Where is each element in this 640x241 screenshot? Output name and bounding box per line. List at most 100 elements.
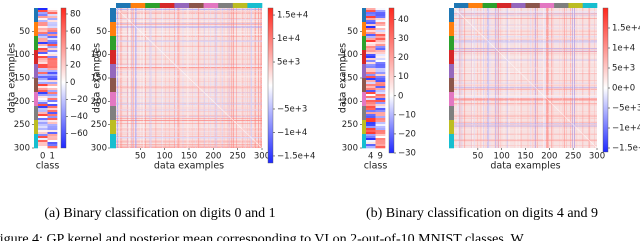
heatmap-cell (38, 40, 48, 43)
heatmap-row (116, 98, 262, 100)
heatmap-cell (375, 56, 386, 59)
heatmap-cell (366, 92, 376, 95)
y-tick-label: 100 (14, 50, 30, 60)
heatmap-cell (38, 52, 48, 55)
heatmap-cell (47, 90, 58, 93)
heatmap-row (454, 24, 597, 26)
heatmap-row (116, 11, 262, 12)
x-tick-label: 100 (157, 152, 173, 162)
heatmap-cell (38, 82, 48, 85)
heatmap-cell (375, 146, 386, 149)
heatmap-row (454, 68, 597, 70)
heatmap-row (454, 121, 597, 123)
class-strip (34, 106, 38, 121)
heatmap-col (520, 8, 522, 148)
x-tick-label: 4 (368, 152, 373, 162)
heatmap-col (546, 8, 547, 148)
heatmap-cell (47, 106, 58, 109)
heatmap-cell (375, 26, 386, 29)
class-strip (34, 134, 38, 149)
heatmap-col (236, 8, 237, 148)
class-strip (449, 64, 454, 79)
heatmap-col (132, 8, 134, 148)
heatmap-row (116, 140, 262, 142)
heatmap-cell (47, 98, 58, 101)
heatmap-row (116, 35, 262, 37)
heatmap-cell (366, 58, 376, 61)
heatmap-cell (47, 114, 58, 117)
heatmap-row (116, 76, 262, 77)
heatmap-col (179, 8, 181, 148)
heatmap-cell (38, 114, 48, 117)
heatmap-cell (38, 104, 48, 107)
class-strip (454, 3, 469, 8)
heatmap-cell (47, 126, 58, 129)
heatmap-row (454, 80, 597, 81)
heatmap-cell (375, 94, 386, 97)
heatmap-cell (47, 128, 58, 131)
heatmap-cell (375, 124, 386, 127)
heatmap-col (261, 8, 262, 148)
heatmap-row (454, 56, 597, 58)
y-tick-label: 300 (14, 144, 30, 154)
heatmap-cell (38, 122, 48, 125)
heatmap-cell (366, 18, 376, 21)
heatmap-col (208, 8, 210, 148)
y-tick-label: 50 (347, 27, 358, 37)
class-strip (468, 3, 483, 8)
heatmap-col (131, 8, 132, 148)
class-strip (218, 3, 234, 8)
heatmap-cell (366, 48, 376, 51)
heatmap-cell (366, 32, 376, 35)
heatmap-cell (47, 78, 58, 81)
heatmap-cell (375, 68, 386, 71)
class-strip (449, 50, 454, 65)
heatmap-row (454, 117, 597, 119)
heatmap-cell (375, 36, 386, 39)
heatmap-cell (47, 40, 58, 43)
heatmap-cell (366, 122, 376, 125)
heatmap-cell (375, 12, 386, 15)
heatmap-cell (366, 124, 376, 127)
heatmap-cell (366, 108, 376, 111)
heatmap-cell (38, 16, 48, 19)
heatmap-cell (366, 102, 376, 105)
heatmap-col (485, 8, 487, 148)
class-strip (362, 64, 366, 79)
heatmap-cell (375, 86, 386, 89)
heatmap-cell (47, 88, 58, 91)
heatmap-row (454, 85, 597, 86)
heatmap-row (116, 88, 262, 89)
heatmap-col (230, 8, 232, 148)
heatmap-cell (38, 76, 48, 79)
heatmap-row (116, 66, 262, 68)
heatmap-row (454, 125, 597, 127)
figure-caption: Figure 4: GP kernel and posterior mean c… (0, 232, 525, 241)
class-strip (34, 120, 38, 135)
colorbar-tick-label: 40 (70, 44, 81, 54)
heatmap-cell (38, 70, 48, 73)
colorbar-tick-label: 60 (70, 27, 81, 37)
heatmap-row (454, 72, 597, 73)
heatmap-cell (38, 30, 48, 33)
heatmap-col (116, 8, 118, 148)
heatmap-col (527, 8, 529, 148)
heatmap-cell (366, 10, 376, 13)
heatmap-row (454, 104, 597, 106)
class-strip (34, 36, 38, 51)
heatmap-col (145, 8, 146, 148)
heatmap-row (116, 67, 262, 68)
colorbar-tick-label: −1e+4 (277, 128, 307, 138)
heatmap-cell (375, 136, 386, 139)
heatmap-cell (47, 94, 58, 97)
heatmap-cell (375, 116, 386, 119)
heatmap-cell (38, 96, 48, 99)
heatmap-cell (375, 32, 386, 35)
heatmap-row (116, 24, 262, 25)
class-strip (362, 134, 366, 149)
class-strip (203, 3, 219, 8)
y-tick-label: 150 (91, 74, 107, 84)
heatmap-cell (47, 144, 58, 147)
heatmap-cell (47, 36, 58, 39)
heatmap-cell (366, 80, 376, 83)
